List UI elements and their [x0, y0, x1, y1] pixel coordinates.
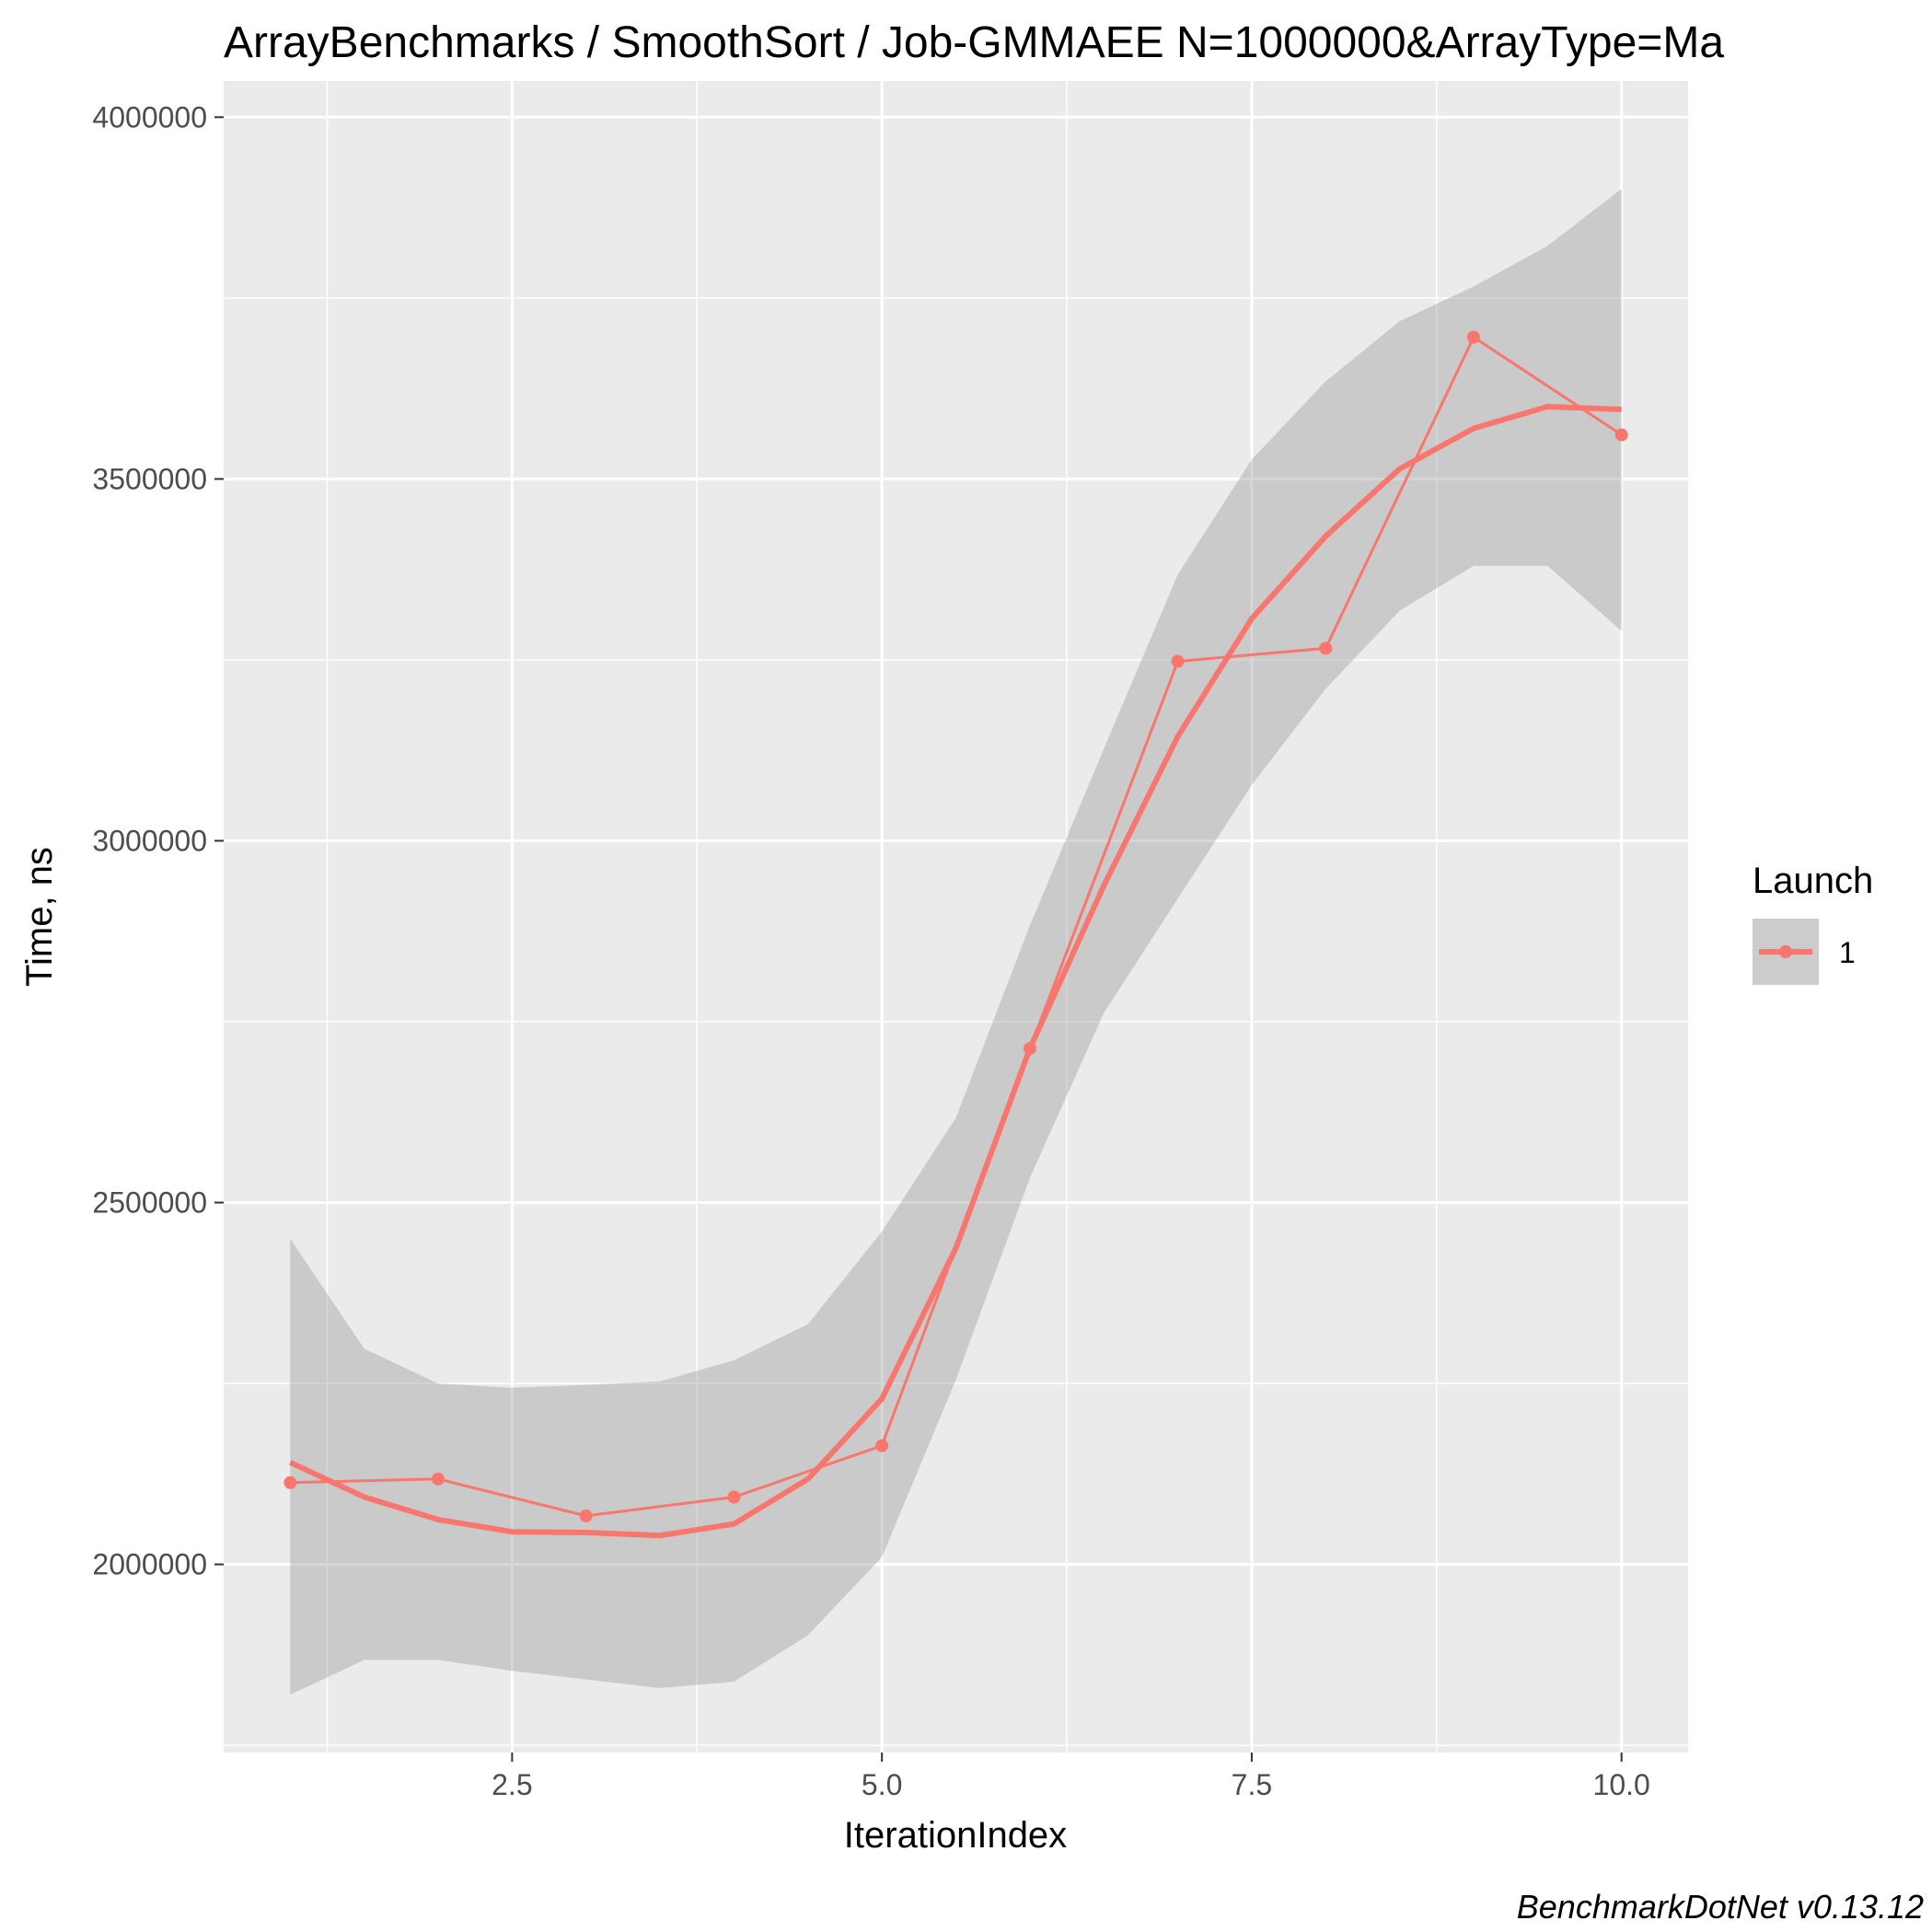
y-tick-label: 2500000: [92, 1186, 207, 1220]
y-tick-label: 2000000: [92, 1548, 207, 1581]
data-point: [1171, 654, 1185, 668]
data-point: [1614, 428, 1628, 442]
grid-minor: [224, 81, 1688, 1753]
x-tick-label: 7.5: [1232, 1768, 1272, 1801]
data-point: [1319, 642, 1333, 655]
confidence-band: [290, 189, 1622, 1695]
grid-major: [224, 81, 1688, 1753]
y-tick-label: 4000000: [92, 100, 207, 133]
legend: Launch 1: [1753, 861, 1873, 985]
data-point: [432, 1472, 445, 1486]
x-axis-title: IterationIndex: [844, 1815, 1067, 1856]
y-axis-title: Time, ns: [19, 847, 60, 987]
data-point: [1466, 330, 1480, 344]
data-point: [283, 1475, 297, 1489]
data-point: [1023, 1042, 1036, 1056]
data-point: [875, 1439, 889, 1452]
caption: BenchmarkDotNet v0.13.12: [1517, 1888, 1924, 1926]
plot-panel: [224, 81, 1688, 1753]
y-tick-label: 3500000: [92, 462, 207, 495]
x-tick-label: 2.5: [492, 1768, 532, 1801]
x-tick-label: 5.0: [862, 1768, 902, 1801]
data-point: [727, 1490, 741, 1504]
x-axis: 2.5 5.0 7.5 10.0: [492, 1753, 1650, 1801]
legend-key-point: [1779, 945, 1792, 958]
y-axis: 2000000 2500000 3000000 3500000 4000000: [92, 100, 224, 1581]
y-tick-label: 3000000: [92, 824, 207, 857]
data-points: [283, 330, 1628, 1522]
x-tick-label: 10.0: [1593, 1768, 1650, 1801]
chart-title: ArrayBenchmarks / SmoothSort / Job-GMMAE…: [224, 18, 1724, 67]
legend-label-1: 1: [1839, 936, 1856, 969]
data-point: [579, 1509, 593, 1522]
legend-title: Launch: [1753, 861, 1873, 901]
smooth-line: [289, 403, 1622, 1539]
